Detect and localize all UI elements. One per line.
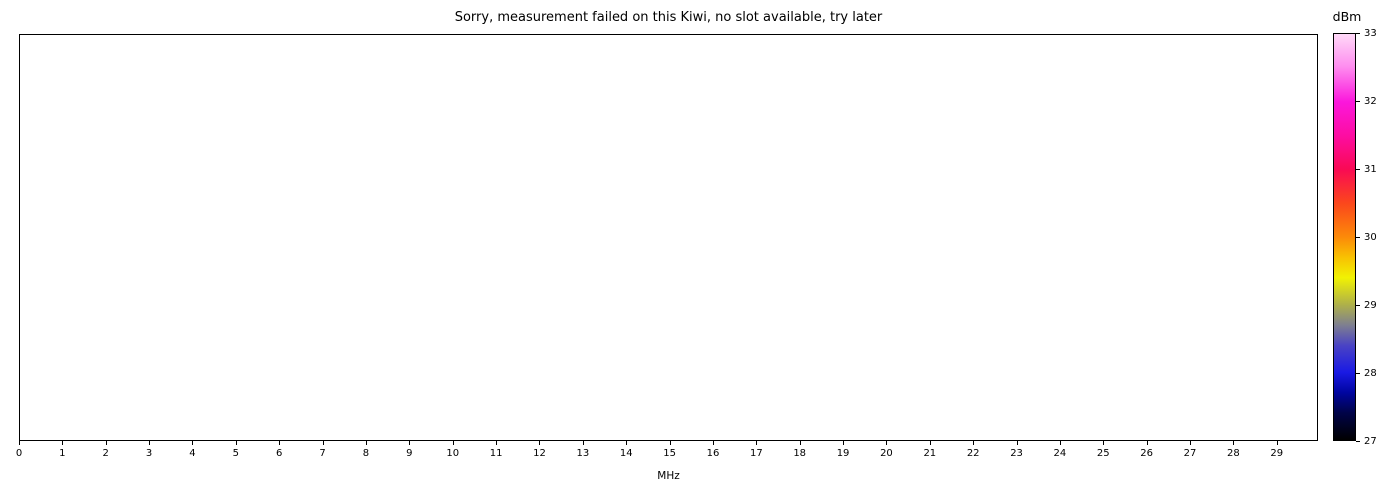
x-tick-mark [539,441,541,445]
x-tick-label: 2 [102,448,109,459]
x-tick-label: 19 [836,448,850,459]
x-tick-label: 4 [189,448,196,459]
x-tick-label: 29 [1270,448,1284,459]
x-tick-mark [626,441,628,445]
colorbar-tick-mark [1356,101,1360,102]
x-tick-label: 10 [446,448,460,459]
plot-area [19,34,1318,441]
x-tick-label: 23 [1010,448,1023,459]
x-tick-label: 28 [1227,448,1240,459]
x-tick-label: 6 [276,448,283,459]
colorbar-tick-mark [1356,169,1360,170]
x-tick-mark [1016,441,1018,445]
colorbar-tick-label: 30 [1364,231,1377,243]
x-tick-mark [799,441,801,445]
x-tick-mark [365,441,367,445]
x-tick-label: 22 [966,448,980,459]
x-tick-mark [452,441,454,445]
x-tick-label: 9 [406,448,413,459]
x-tick-mark [973,441,975,445]
x-tick-label: 7 [319,448,326,459]
x-tick-label: 21 [923,448,937,459]
x-tick-mark [669,441,671,445]
x-tick-label: 5 [232,448,240,459]
x-tick-label: 15 [663,448,676,459]
colorbar-tick-mark [1356,441,1360,442]
x-tick-mark [149,441,151,445]
x-tick-mark [1103,441,1105,445]
x-tick-label: 25 [1096,448,1110,459]
x-tick-label: 26 [1140,448,1154,459]
colorbar-tick-mark [1356,305,1360,306]
colorbar [1333,33,1356,441]
chart-title: Sorry, measurement failed on this Kiwi, … [454,10,883,25]
colorbar-tick-label: 33 [1364,27,1377,39]
x-tick-label: 0 [15,448,23,459]
x-tick-mark [756,441,758,445]
colorbar-tick-label: 28 [1364,367,1377,379]
x-tick-mark [1233,441,1235,445]
x-tick-mark [496,441,498,445]
x-tick-label: 17 [749,448,763,459]
x-tick-label: 16 [706,448,720,459]
x-tick-mark [62,441,64,445]
x-tick-mark [105,441,107,445]
x-tick-mark [192,441,194,445]
x-tick-mark [1146,441,1148,445]
x-tick-label: 24 [1053,448,1067,459]
x-tick-mark [712,441,714,445]
colorbar-tick-mark [1356,373,1360,374]
x-tick-label: 1 [59,448,66,459]
x-tick-label: 18 [793,448,807,459]
x-tick-label: 20 [880,448,893,459]
x-tick-label: 3 [145,448,153,459]
colorbar-tick-label: 29 [1364,299,1377,311]
colorbar-tick-mark [1356,237,1360,238]
colorbar-tick-label: 27 [1364,435,1377,447]
x-tick-label: 11 [489,448,503,459]
x-tick-mark [409,441,411,445]
x-tick-label: 27 [1183,448,1197,459]
x-tick-mark [886,441,888,445]
x-tick-label: 13 [576,448,590,459]
colorbar-tick-label: 31 [1364,163,1377,175]
x-tick-mark [1190,441,1192,445]
colorbar-label: dBm [1332,9,1362,24]
x-tick-label: 8 [362,448,370,459]
x-tick-mark [19,441,20,445]
colorbar-tick-mark [1356,33,1360,34]
colorbar-tick-label: 32 [1364,95,1377,107]
x-tick-mark [322,441,324,445]
x-tick-label: 12 [533,448,546,459]
x-tick-mark [582,441,584,445]
x-tick-mark [843,441,845,445]
x-tick-mark [279,441,281,445]
x-axis-label: MHz [657,470,680,482]
x-tick-mark [1276,441,1278,445]
x-tick-mark [1059,441,1061,445]
x-tick-mark [929,441,931,445]
x-tick-mark [235,441,237,445]
x-tick-label: 14 [619,448,633,459]
